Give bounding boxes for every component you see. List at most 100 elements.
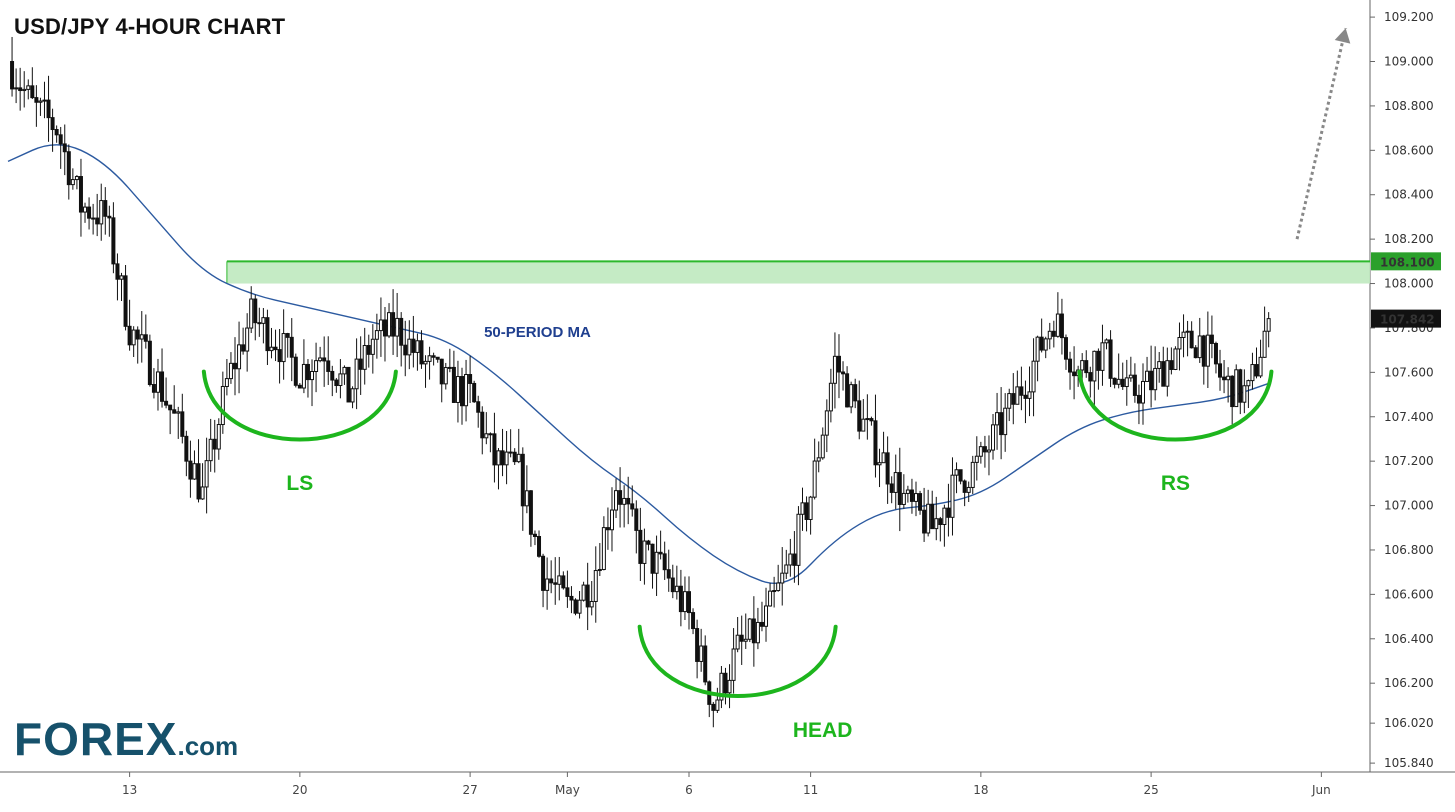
candle-body	[1254, 364, 1259, 377]
candle-body	[841, 371, 846, 375]
candle-body	[1169, 360, 1174, 370]
candle	[358, 336, 363, 395]
candle-body	[1132, 374, 1137, 396]
last-price-label: 107.842	[1380, 313, 1435, 327]
candle	[670, 564, 675, 599]
candle	[330, 365, 335, 397]
candle-body	[216, 424, 221, 450]
candle	[747, 618, 752, 643]
candle-body	[1080, 360, 1085, 371]
candle	[545, 557, 550, 610]
candle-body	[74, 176, 79, 181]
candle	[909, 478, 914, 514]
candle-body	[922, 509, 927, 534]
candle-body	[545, 578, 550, 591]
candle-body	[261, 317, 266, 324]
candle	[374, 313, 379, 359]
candle-body	[62, 143, 67, 153]
candle-body	[1173, 348, 1178, 370]
candle-body	[500, 450, 505, 466]
candle	[982, 435, 987, 468]
candle-body	[26, 85, 31, 90]
candle-body	[176, 411, 181, 414]
candle-body	[338, 373, 343, 387]
candle-body	[687, 591, 691, 614]
candle	[1084, 350, 1089, 378]
candle-body	[1068, 358, 1073, 373]
candle-body	[889, 483, 894, 493]
y-tick-label: 108.000	[1384, 277, 1434, 291]
candle	[759, 601, 764, 632]
candle-body	[986, 449, 991, 453]
y-tick-label: 108.400	[1384, 188, 1434, 202]
candle	[1015, 370, 1020, 405]
candle	[1193, 345, 1198, 359]
candle-body	[330, 370, 335, 381]
candle-body	[999, 412, 1004, 436]
candle-body	[139, 334, 144, 340]
candle-body	[877, 462, 882, 466]
candle	[212, 419, 217, 473]
candle	[662, 541, 667, 580]
y-tick-label: 107.400	[1384, 410, 1434, 424]
candle-body	[127, 325, 132, 346]
candle	[14, 68, 19, 104]
candle	[484, 412, 489, 445]
candle	[1246, 379, 1251, 409]
candle	[228, 352, 233, 384]
candle-body	[310, 371, 315, 381]
candle-body	[1059, 313, 1064, 339]
candle	[954, 462, 959, 494]
candle	[1262, 306, 1267, 358]
candle-body	[820, 434, 825, 459]
candle-body	[634, 508, 639, 531]
candle-body	[155, 371, 160, 393]
candle	[419, 330, 424, 369]
candle-body	[764, 605, 769, 627]
candle	[666, 549, 671, 592]
candle-body	[403, 344, 408, 356]
candle	[1157, 352, 1162, 383]
candle-body	[901, 492, 906, 505]
candle-body	[395, 317, 400, 337]
candle	[508, 429, 513, 458]
candle	[123, 265, 128, 331]
candle	[480, 406, 485, 455]
candle-body	[334, 379, 339, 387]
price-tags: 108.100 107.842	[1371, 252, 1441, 328]
candle	[253, 294, 258, 341]
candle-body	[378, 319, 383, 332]
candle	[682, 576, 687, 621]
candle	[974, 436, 979, 481]
candlestick-series	[10, 36, 1271, 728]
candle-body	[135, 329, 140, 340]
candle-body	[678, 585, 683, 613]
candle-body	[301, 363, 306, 389]
candle-body	[119, 275, 124, 280]
candle	[447, 348, 452, 373]
candle	[382, 306, 387, 362]
candle	[978, 441, 983, 464]
candle-body	[561, 575, 566, 589]
candle	[784, 549, 789, 579]
candle-body	[950, 474, 955, 518]
candle	[832, 332, 837, 409]
candle	[1088, 366, 1093, 398]
candle	[423, 355, 428, 388]
candle	[164, 377, 169, 409]
y-tick-label: 108.600	[1384, 143, 1434, 157]
candle	[196, 439, 201, 503]
candle	[824, 399, 829, 453]
candle	[395, 292, 400, 358]
candle	[581, 581, 586, 602]
candle-body	[1218, 363, 1223, 378]
candle	[938, 516, 943, 542]
candle-body	[1193, 347, 1198, 359]
candle-body	[747, 618, 752, 640]
candle-body	[42, 99, 47, 102]
candle-body	[1055, 313, 1060, 337]
candle	[172, 385, 177, 414]
candle	[245, 313, 250, 372]
candle-body	[492, 433, 497, 466]
y-tick-label: 106.200	[1384, 676, 1434, 690]
